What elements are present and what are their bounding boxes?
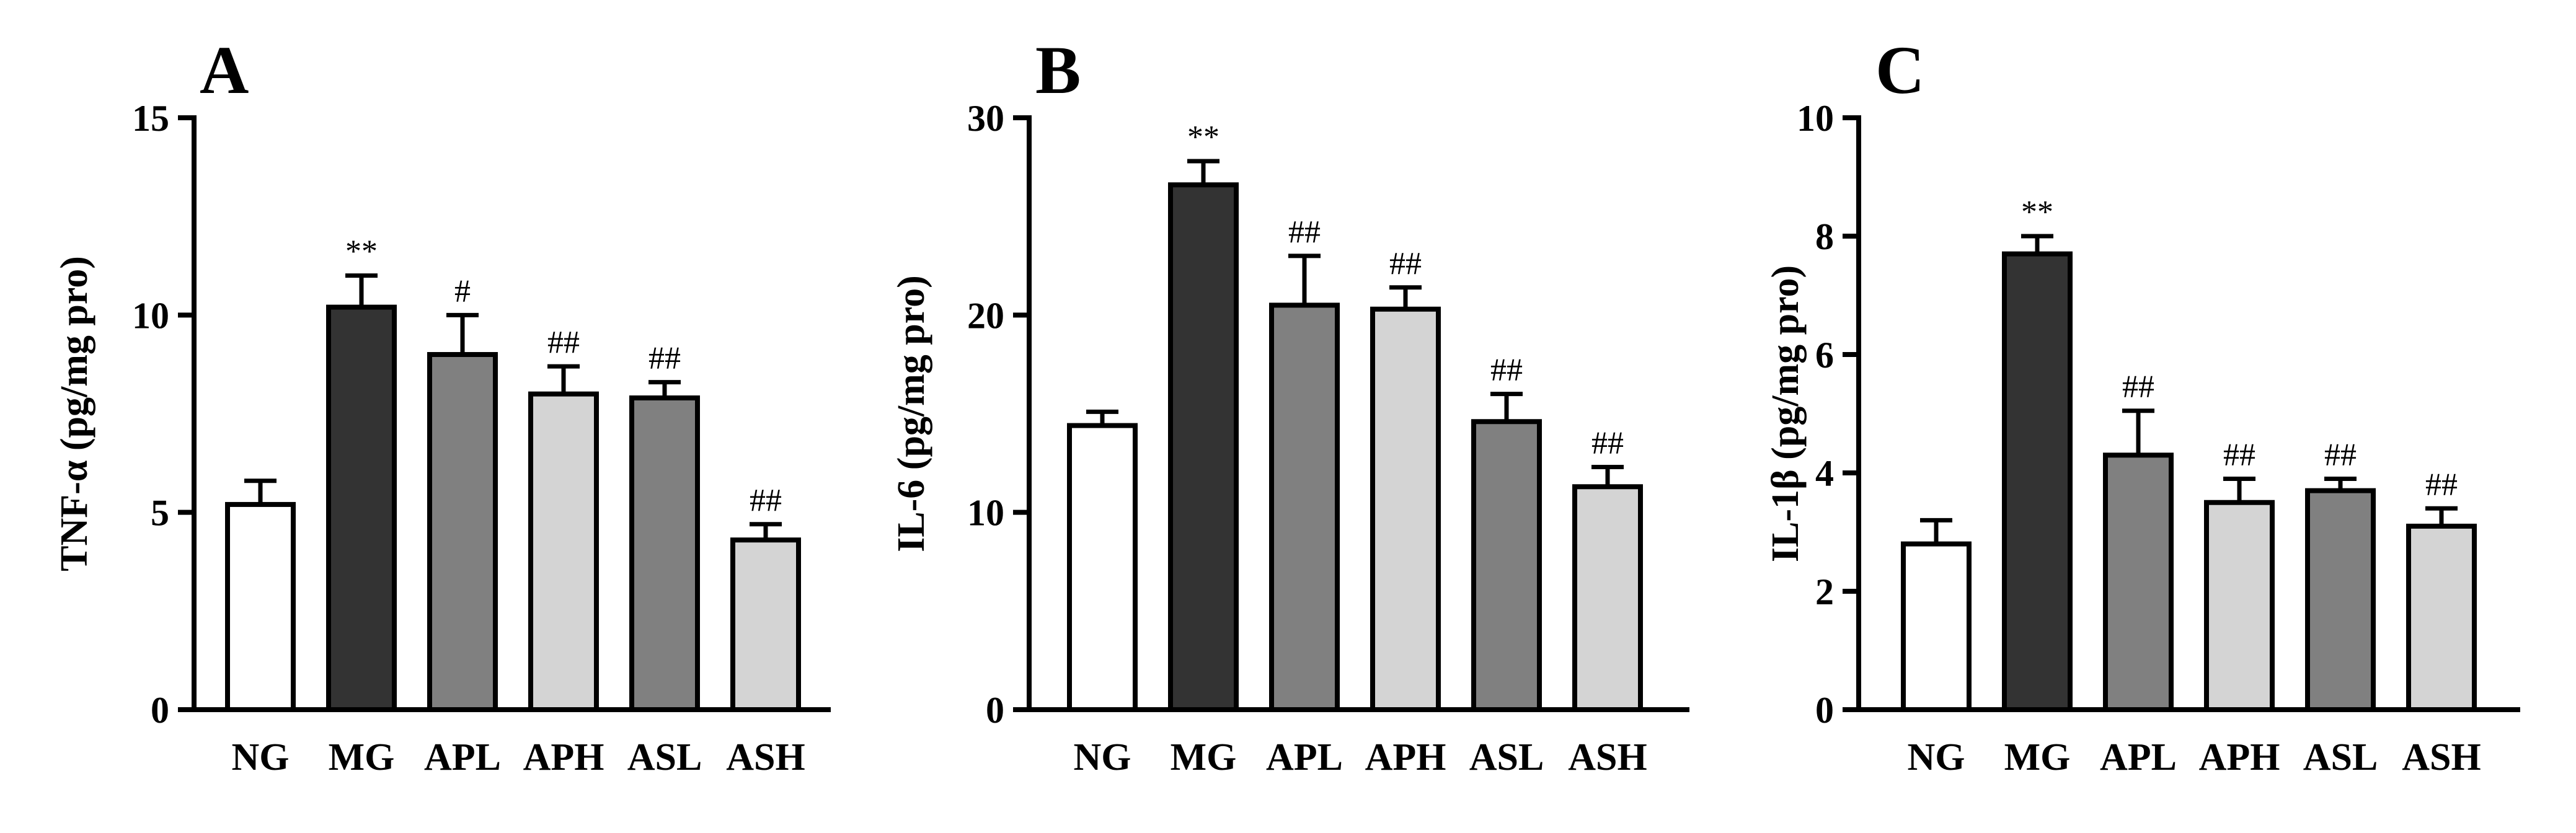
significance-mark: ## — [2324, 438, 2357, 473]
y-tick-label: 15 — [132, 98, 169, 139]
x-tick-label: NG — [1074, 736, 1131, 778]
y-tick-label: 10 — [1797, 98, 1834, 139]
significance-mark: ## — [1389, 246, 1422, 281]
y-tick-label: 0 — [986, 690, 1004, 731]
bar-mg — [1168, 182, 1239, 712]
significance-mark: ## — [547, 325, 580, 360]
bar-apl — [427, 352, 498, 712]
bar-asl — [1471, 419, 1542, 712]
bar-aph — [1370, 306, 1441, 712]
significance-mark: ## — [1288, 214, 1321, 250]
x-tick-label: NG — [232, 736, 290, 778]
bar-asl — [2305, 488, 2376, 713]
significance-mark: ** — [2021, 195, 2053, 230]
significance-mark: ** — [345, 234, 378, 270]
bar-apl — [2103, 452, 2174, 712]
bar-mg — [326, 304, 397, 713]
significance-mark: ## — [2223, 438, 2255, 473]
bar-asl — [629, 395, 700, 712]
y-tick-label: 4 — [1815, 453, 1834, 494]
y-tick-label: 2 — [1815, 571, 1834, 612]
y-axis-label: IL-6 (pg/mg pro) — [890, 275, 932, 552]
x-tick-label: APL — [424, 736, 501, 778]
significance-mark: ## — [750, 483, 782, 518]
y-tick-label: 8 — [1815, 216, 1834, 257]
y-tick-label: 5 — [151, 493, 169, 534]
x-tick-label: APH — [523, 736, 604, 778]
significance-mark: ## — [2425, 467, 2458, 502]
x-tick-label: APL — [1266, 736, 1343, 778]
y-tick-label: 10 — [967, 493, 1004, 534]
y-tick-label: 0 — [151, 690, 169, 731]
bar-ash — [2406, 523, 2477, 712]
bar-ng — [1901, 541, 1972, 712]
significance-mark: # — [454, 273, 471, 309]
x-tick-label: ASH — [1568, 736, 1647, 778]
significance-mark: ## — [648, 341, 681, 376]
y-tick-label: 20 — [967, 295, 1004, 336]
x-tick-label: APL — [2100, 736, 2177, 778]
chart-panel-b: B IL-6 (pg/mg pro) 0 10 20 30 NG ** MG ## APL ## APH… — [890, 32, 1689, 778]
bar-ash — [730, 537, 801, 712]
bar-ng — [225, 501, 296, 713]
y-tick-label: 6 — [1815, 335, 1834, 376]
panel-letter: A — [200, 32, 249, 108]
x-tick-label: ASH — [726, 736, 805, 778]
panel-letter: B — [1035, 32, 1081, 108]
significance-mark: ## — [1490, 353, 1523, 388]
x-tick-label: ASH — [2402, 736, 2481, 778]
x-tick-label: ASL — [627, 736, 702, 778]
significance-mark: ** — [1187, 120, 1219, 155]
y-tick-label: 0 — [1815, 690, 1834, 731]
x-tick-label: MG — [2004, 736, 2071, 778]
x-tick-label: MG — [329, 736, 395, 778]
x-tick-label: APH — [2199, 736, 2280, 778]
chart-panel-a: A TNF-α (pg/mg pro) 0 5 10 15 NG ** MG # APL ## APH #… — [53, 32, 831, 778]
bar-mg — [2002, 251, 2073, 712]
x-tick-label: ASL — [2303, 736, 2378, 778]
x-tick-label: ASL — [1469, 736, 1544, 778]
x-tick-label: MG — [1171, 736, 1237, 778]
panel-letter: C — [1875, 32, 1924, 108]
bar-apl — [1269, 302, 1340, 712]
chart-panel-c: C IL-1β (pg/mg pro) 0 2 4 6 8 10 NG ** MG ## APL ## AP… — [1764, 32, 2520, 778]
x-tick-label: NG — [1908, 736, 1965, 778]
y-tick-label: 10 — [132, 295, 169, 336]
bar-ng — [1067, 423, 1138, 712]
bar-ash — [1572, 484, 1643, 712]
bar-aph — [2204, 500, 2275, 712]
significance-mark: ## — [1591, 425, 1624, 461]
significance-mark: ## — [2122, 369, 2154, 405]
y-tick-label: 30 — [967, 98, 1004, 139]
bar-aph — [528, 391, 599, 713]
x-tick-label: APH — [1365, 736, 1446, 778]
y-axis-label: TNF-α (pg/mg pro) — [53, 256, 95, 571]
y-axis-label: IL-1β (pg/mg pro) — [1764, 265, 1807, 562]
